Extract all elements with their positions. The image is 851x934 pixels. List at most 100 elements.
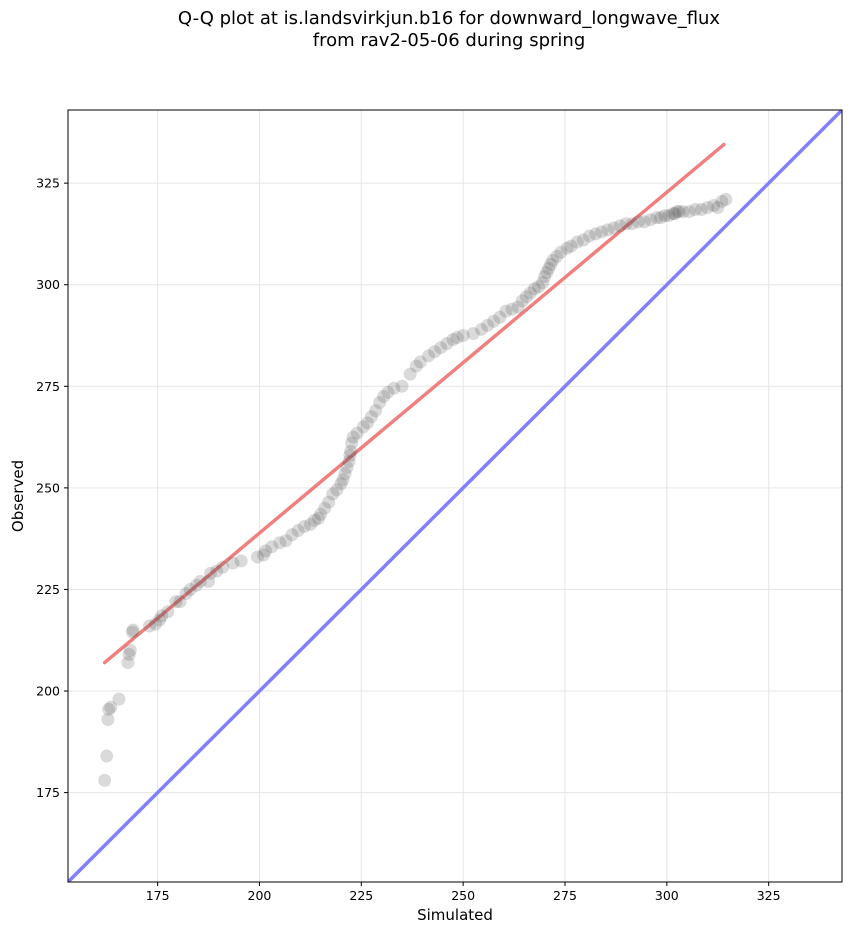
qq-point [505,302,519,316]
qq-point [666,207,680,221]
qq-point [343,448,357,462]
qq-point [719,192,733,206]
qq-point [631,215,645,229]
qq-point [676,205,690,219]
x-tick-label: 200 [248,888,272,903]
qq-point [291,524,305,538]
qq-point [350,426,364,440]
data-points [98,192,733,787]
y-axis-label: Observed [9,460,27,532]
qq-point [446,333,460,347]
qq-point [658,209,672,223]
qq-point [322,495,336,509]
qq-point [345,436,359,450]
qq-point [265,540,279,554]
qq-point [481,318,495,332]
qq-point [456,329,470,343]
qq-point [682,205,696,219]
qq-point [161,605,175,619]
qq-point [536,276,550,290]
x-tick-label: 275 [553,888,577,903]
x-tick-label: 325 [757,888,781,903]
qq-point [644,213,658,227]
qq-point [625,217,639,231]
qq-point [538,270,552,284]
qq-point [715,194,729,208]
qq-point [701,201,715,215]
qq-point [121,656,135,670]
qq-point [346,430,360,444]
y-tick-label: 225 [36,582,60,597]
qq-point [440,337,454,351]
qq-point [330,483,344,497]
qq-point [688,203,702,217]
qq-point [303,517,317,531]
qq-point [707,198,721,212]
qq-point [595,225,609,239]
qq-point [344,444,358,458]
qq-point [560,241,574,255]
qq-point [377,389,391,403]
qq-point [519,290,533,304]
qq-point [434,341,448,355]
qq-point [318,501,332,515]
y-tick-label: 250 [36,480,60,495]
qq-point [202,574,216,588]
qq-point [619,217,633,231]
qq-point [668,207,682,221]
qq-point [183,582,197,596]
y-tick-label: 275 [36,379,60,394]
qq-point [576,233,590,247]
qq-point [149,617,163,631]
y-tick-label: 300 [36,277,60,292]
qq-point [450,331,464,345]
qq-point [169,595,183,609]
qq-point [360,416,374,430]
qq-point [607,221,621,235]
qq-point [126,623,140,637]
qq-point [487,314,501,328]
qq-point [142,619,156,633]
qq-point [125,625,139,639]
axis-ticks: 175 200 225 250 275 300 325 175 200 225 250 275 300 3… [36,176,780,903]
qq-point [173,595,187,609]
qq-point [153,613,167,627]
qq-point [216,560,230,574]
qq-point [493,310,507,324]
qq-point [314,507,328,521]
qq-point [336,473,350,487]
qq-point [670,205,684,219]
y-tick-label: 200 [36,684,60,699]
qq-point [312,511,326,525]
qq-point [570,235,584,249]
qq-point [564,239,578,253]
x-tick-label: 300 [655,888,679,903]
qq-point [334,477,348,491]
qq-point [550,249,564,263]
qq-point [413,355,427,369]
qq-point [694,203,708,217]
qq-point [122,647,136,661]
identity-line [68,110,842,882]
qq-point [98,773,112,787]
qq-point [428,345,442,359]
qq-point [542,261,556,275]
x-tick-label: 175 [146,888,170,903]
qq-point [307,513,321,527]
fit-line [102,142,726,665]
chart-title-line-1: Q-Q plot at is.landsvirkjun.b16 for down… [177,8,721,29]
qq-point [637,215,651,229]
qq-point [474,322,488,336]
qq-point [403,367,417,381]
qq-point [387,381,401,395]
qq-point [672,205,686,219]
qq-point [210,564,224,578]
qq-point [102,702,116,716]
qq-point [650,211,664,225]
qq-point [297,519,311,533]
qq-point [373,396,387,410]
qq-point [546,253,560,267]
qq-point [250,550,264,564]
qq-point [340,461,354,475]
